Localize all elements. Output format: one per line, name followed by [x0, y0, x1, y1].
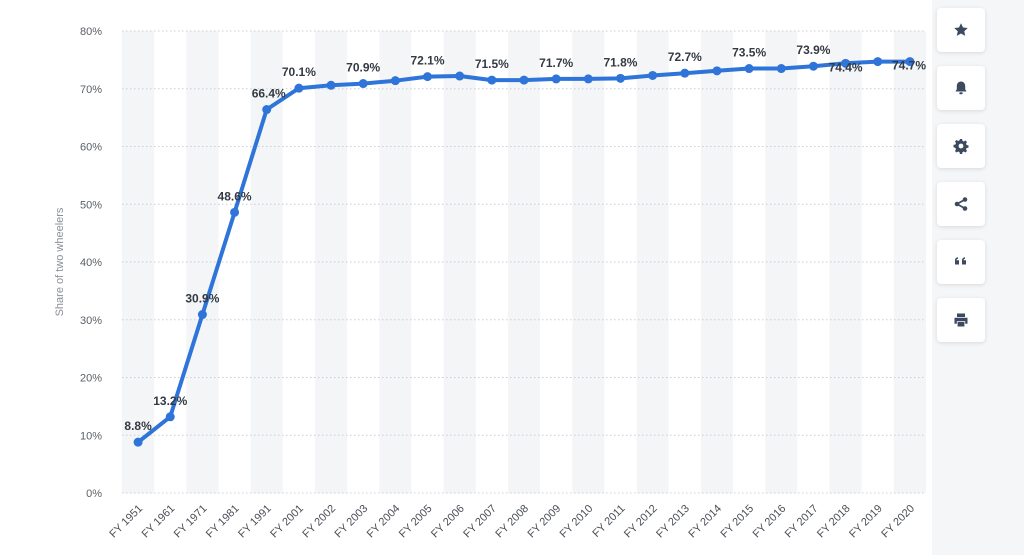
data-point[interactable] — [519, 75, 529, 85]
x-tick-label: FY 2006 — [429, 503, 467, 541]
data-label: 72.1% — [411, 54, 445, 68]
data-label: 30.9% — [185, 292, 219, 306]
data-label: 71.5% — [475, 57, 509, 71]
data-point[interactable] — [487, 75, 497, 85]
data-label: 73.5% — [732, 46, 766, 60]
data-label: 72.7% — [668, 50, 702, 64]
data-point[interactable] — [744, 64, 754, 74]
column-band — [572, 31, 605, 493]
settings-button[interactable] — [937, 124, 985, 168]
data-label: 66.4% — [252, 87, 286, 101]
data-point[interactable] — [165, 412, 175, 422]
data-point[interactable] — [358, 79, 368, 89]
data-point[interactable] — [551, 74, 561, 84]
x-tick-label: FY 2008 — [493, 503, 531, 541]
x-tick-label: FY 2004 — [365, 503, 403, 541]
x-tick-label: FY 2019 — [847, 503, 885, 541]
x-tick-label: FY 1951 — [107, 503, 145, 541]
data-label: 13.2% — [153, 394, 187, 408]
data-point[interactable] — [583, 74, 593, 84]
data-point[interactable] — [326, 80, 336, 90]
x-tick-label: FY 2010 — [558, 503, 596, 541]
share-button[interactable] — [937, 182, 985, 226]
x-tick-label: FY 2014 — [686, 503, 724, 541]
y-tick-label: 10% — [80, 430, 102, 442]
bell-icon — [955, 81, 967, 95]
favorite-button[interactable] — [937, 8, 985, 52]
data-labels: 8.8%13.2% 30.9% 48.6% 66.4% 70.1% 70.9% 72.1% 7… — [124, 43, 926, 433]
cite-button[interactable] — [937, 240, 985, 284]
data-label: 71.7% — [539, 56, 573, 70]
data-point[interactable] — [712, 66, 722, 76]
y-tick-label: 0% — [86, 488, 102, 500]
y-axis-ticks: 0% 10% 20% 30% 40% 50% 60% 70% 80% — [80, 26, 102, 500]
data-point[interactable] — [230, 207, 240, 217]
data-label: 48.6% — [218, 189, 252, 203]
data-point[interactable] — [262, 105, 272, 115]
print-button[interactable] — [937, 298, 985, 342]
data-label: 70.9% — [346, 61, 380, 75]
data-label: 8.8% — [124, 419, 152, 433]
x-tick-label: FY 2018 — [815, 503, 853, 541]
x-tick-label: FY 2007 — [461, 503, 499, 541]
y-tick-label: 30% — [80, 315, 102, 327]
data-point[interactable] — [905, 57, 915, 67]
y-tick-label: 70% — [80, 84, 102, 96]
line-chart: 0% 10% 20% 30% 40% 50% 60% 70% 80% Share of two … — [54, 26, 926, 541]
print-icon — [954, 313, 968, 327]
x-tick-label: FY 2012 — [622, 503, 660, 541]
y-tick-label: 60% — [80, 142, 102, 154]
notification-button[interactable] — [937, 66, 985, 110]
x-tick-label: FY 2009 — [526, 503, 564, 541]
data-point[interactable] — [294, 83, 304, 93]
data-point[interactable] — [133, 437, 143, 447]
y-tick-label: 40% — [80, 257, 102, 269]
star-icon — [954, 23, 968, 36]
x-tick-label: FY 2011 — [590, 503, 627, 540]
x-tick-label: FY 2001 — [268, 503, 306, 541]
column-band — [700, 31, 734, 493]
data-point[interactable] — [776, 64, 786, 74]
data-label: 74.7% — [892, 59, 926, 73]
data-label: 71.8% — [603, 55, 637, 69]
x-tick-label: FY 2020 — [879, 503, 917, 541]
x-tick-label: FY 1971 — [172, 503, 210, 541]
chart-panel: 0% 10% 20% 30% 40% 50% 60% 70% 80% Share of two … — [54, 26, 927, 541]
x-tick-label: FY 2016 — [751, 503, 789, 541]
share-icon — [954, 197, 968, 211]
x-tick-label: FY 1961 — [140, 503, 178, 541]
x-tick-label: FY 1981 — [204, 503, 242, 541]
quote-icon — [955, 257, 966, 265]
data-point[interactable] — [455, 71, 465, 81]
data-points — [133, 57, 915, 447]
x-tick-label: FY 2005 — [397, 503, 435, 541]
data-point[interactable] — [615, 73, 625, 83]
data-label: 73.9% — [796, 43, 830, 57]
data-point[interactable] — [841, 58, 851, 68]
chart-toolbar — [937, 8, 985, 356]
data-point[interactable] — [390, 76, 400, 86]
y-tick-label: 50% — [80, 199, 102, 211]
x-tick-label: FY 1991 — [236, 503, 274, 541]
gear-icon — [953, 139, 969, 154]
x-tick-label: FY 2003 — [333, 503, 371, 541]
x-tick-label: FY 2017 — [783, 503, 821, 541]
x-tick-label: FY 2013 — [654, 503, 692, 541]
data-label: 70.1% — [282, 65, 316, 79]
data-point[interactable] — [873, 57, 883, 67]
y-axis-label: Share of two wheelers — [54, 207, 66, 316]
data-label: 74.4% — [829, 60, 863, 74]
column-band — [636, 31, 669, 493]
data-point[interactable] — [423, 72, 433, 82]
y-tick-label: 80% — [80, 26, 102, 38]
data-point[interactable] — [648, 70, 658, 80]
y-tick-label: 20% — [80, 373, 102, 385]
x-tick-label: FY 2002 — [300, 503, 338, 541]
data-point[interactable] — [197, 310, 207, 320]
x-tick-label: FY 2015 — [718, 503, 756, 541]
data-point[interactable] — [680, 68, 690, 78]
data-point[interactable] — [808, 61, 818, 71]
